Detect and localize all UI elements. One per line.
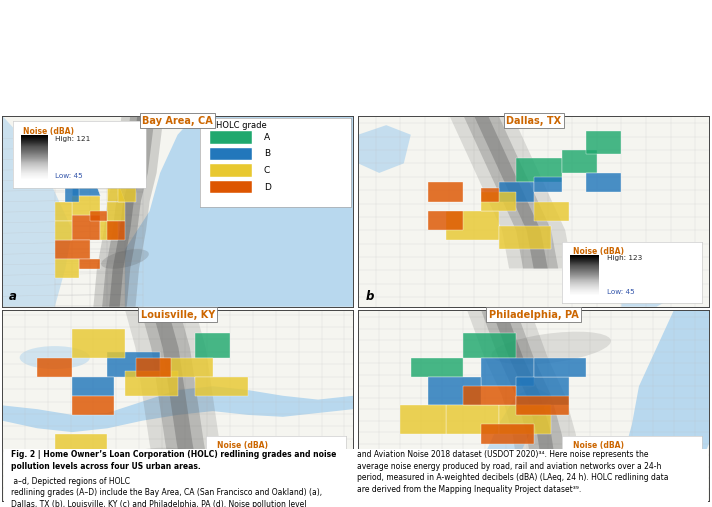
Polygon shape — [108, 352, 160, 377]
Polygon shape — [73, 329, 125, 357]
Polygon shape — [586, 173, 622, 192]
Polygon shape — [125, 116, 353, 307]
Polygon shape — [55, 259, 79, 278]
Polygon shape — [400, 406, 446, 434]
Polygon shape — [562, 150, 597, 173]
Text: a–d, Depicted regions of HOLC
redlining grades (A–D) include the Bay Area, CA (S: a–d, Depicted regions of HOLC redlining … — [11, 477, 322, 507]
Polygon shape — [66, 188, 79, 202]
Polygon shape — [622, 259, 691, 307]
Polygon shape — [446, 211, 498, 240]
Polygon shape — [152, 310, 203, 501]
Polygon shape — [481, 424, 534, 444]
Polygon shape — [481, 192, 516, 211]
Polygon shape — [481, 188, 498, 202]
Text: and Aviation Noise 2018 dataset (USDOT 2020)³⁴. Here noise represents the
averag: and Aviation Noise 2018 dataset (USDOT 2… — [357, 450, 669, 494]
Polygon shape — [467, 310, 583, 482]
Polygon shape — [534, 177, 562, 192]
Polygon shape — [534, 202, 569, 221]
Polygon shape — [464, 386, 551, 501]
Text: Dallas, TX: Dallas, TX — [506, 116, 561, 126]
Polygon shape — [73, 215, 100, 240]
Polygon shape — [195, 333, 230, 357]
Polygon shape — [73, 377, 115, 396]
Text: c: c — [9, 484, 16, 497]
Ellipse shape — [101, 249, 149, 269]
Polygon shape — [516, 396, 569, 415]
Polygon shape — [73, 196, 100, 215]
Polygon shape — [93, 144, 115, 163]
Polygon shape — [55, 158, 79, 173]
Polygon shape — [446, 406, 498, 434]
Text: Louisville, KY: Louisville, KY — [140, 310, 215, 320]
Text: Fig. 2 | Home Owner’s Loan Corporation (HOLC) redlining grades and noise
polluti: Fig. 2 | Home Owner’s Loan Corporation (… — [11, 450, 336, 470]
Text: a: a — [9, 290, 17, 303]
Polygon shape — [118, 163, 135, 183]
Polygon shape — [125, 310, 230, 501]
Ellipse shape — [20, 346, 90, 369]
Polygon shape — [109, 116, 148, 307]
Polygon shape — [55, 240, 90, 259]
Polygon shape — [464, 333, 516, 357]
Polygon shape — [55, 221, 73, 240]
Polygon shape — [103, 116, 155, 307]
Polygon shape — [586, 131, 622, 154]
Polygon shape — [108, 202, 125, 221]
Polygon shape — [481, 310, 569, 482]
Ellipse shape — [125, 448, 230, 478]
Text: d: d — [365, 484, 374, 497]
Polygon shape — [100, 163, 118, 183]
Polygon shape — [516, 158, 562, 183]
Polygon shape — [125, 371, 177, 396]
Polygon shape — [93, 116, 164, 307]
Polygon shape — [464, 116, 558, 269]
Polygon shape — [429, 183, 464, 202]
Polygon shape — [358, 125, 411, 173]
Polygon shape — [79, 259, 100, 269]
Polygon shape — [55, 202, 73, 221]
Polygon shape — [429, 211, 464, 230]
Polygon shape — [2, 386, 353, 432]
Polygon shape — [498, 227, 551, 249]
Polygon shape — [481, 357, 534, 386]
Text: b: b — [365, 290, 374, 303]
Polygon shape — [498, 183, 534, 202]
Polygon shape — [55, 173, 73, 188]
Polygon shape — [108, 221, 125, 240]
Polygon shape — [90, 211, 108, 221]
Polygon shape — [2, 116, 73, 307]
Polygon shape — [464, 386, 516, 406]
Polygon shape — [55, 434, 108, 463]
Polygon shape — [449, 116, 572, 269]
Polygon shape — [491, 310, 558, 482]
Polygon shape — [516, 377, 569, 406]
Polygon shape — [498, 406, 551, 434]
Polygon shape — [37, 357, 73, 377]
Polygon shape — [73, 396, 115, 415]
Polygon shape — [474, 116, 548, 269]
Polygon shape — [160, 357, 213, 377]
Polygon shape — [73, 177, 100, 196]
Text: Bay Area, CA: Bay Area, CA — [142, 116, 213, 126]
Polygon shape — [108, 135, 125, 150]
Polygon shape — [411, 357, 464, 377]
Polygon shape — [100, 221, 118, 240]
Text: Philadelphia, PA: Philadelphia, PA — [488, 310, 579, 320]
Polygon shape — [118, 183, 135, 202]
Polygon shape — [135, 357, 171, 377]
Polygon shape — [108, 183, 125, 202]
Polygon shape — [429, 377, 481, 406]
Polygon shape — [622, 310, 709, 501]
Polygon shape — [195, 377, 248, 396]
Ellipse shape — [491, 332, 611, 365]
Polygon shape — [534, 357, 586, 377]
Polygon shape — [141, 310, 214, 501]
